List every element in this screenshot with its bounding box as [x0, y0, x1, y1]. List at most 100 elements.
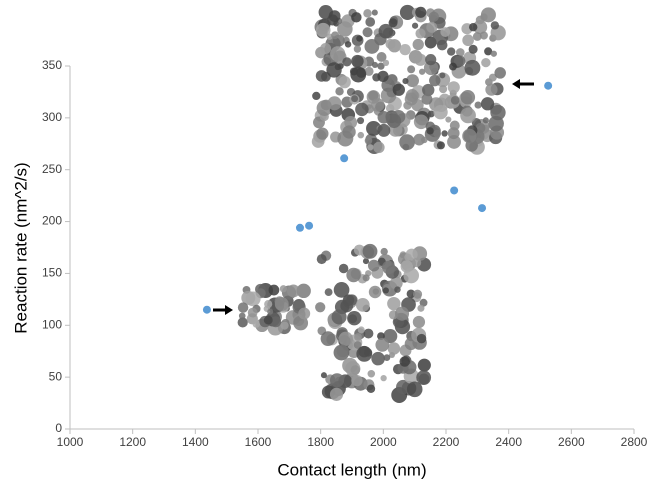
particle: [490, 21, 500, 30]
particle: [400, 260, 414, 273]
particle: [356, 35, 363, 42]
particle: [351, 12, 362, 23]
particle: [460, 107, 476, 124]
particle: [450, 95, 460, 105]
particle: [399, 356, 410, 367]
particle: [414, 53, 427, 66]
particle: [439, 85, 448, 94]
particle: [274, 296, 285, 307]
x-tick-label: 2400: [495, 435, 522, 449]
particle: [484, 47, 493, 56]
x-tick-label: 1400: [182, 435, 209, 449]
particle: [485, 83, 498, 96]
particle: [377, 110, 391, 124]
particle: [331, 31, 340, 40]
particle: [441, 130, 448, 137]
particle: [404, 92, 418, 106]
particle: [373, 141, 385, 154]
micrograph-insets: [237, 4, 506, 403]
particle: [362, 274, 370, 282]
particle: [367, 259, 380, 272]
particle: [331, 309, 347, 325]
particle: [445, 116, 452, 123]
arrow-head: [225, 305, 233, 315]
particle: [270, 316, 282, 328]
particle: [377, 123, 391, 137]
particle: [422, 83, 435, 97]
particle: [380, 247, 388, 256]
x-tick-label: 1000: [57, 435, 84, 449]
particle: [362, 243, 378, 259]
particle: [436, 141, 445, 150]
particle: [245, 291, 261, 307]
particle: [404, 253, 412, 261]
particle: [399, 4, 416, 20]
particle: [353, 244, 365, 256]
y-axis-title: Reaction rate (nm^2/s): [11, 162, 30, 333]
particle: [439, 72, 446, 79]
y-tick-label: 150: [42, 266, 62, 280]
particle: [433, 129, 442, 138]
x-tick-label: 1200: [119, 435, 146, 449]
particle: [364, 136, 373, 145]
particle: [329, 387, 344, 401]
point: [305, 221, 314, 230]
particle: [364, 39, 380, 54]
particle: [335, 87, 344, 96]
particle: [426, 21, 438, 33]
y-tick-label: 250: [42, 162, 62, 176]
particle: [460, 90, 476, 105]
particle: [416, 333, 427, 344]
particle: [462, 128, 477, 144]
particle: [402, 78, 409, 85]
particle: [449, 62, 457, 71]
particle: [327, 96, 342, 111]
particle: [447, 127, 460, 140]
particle: [362, 258, 370, 265]
y-tick-label: 200: [42, 214, 62, 228]
y-tick-label: 350: [42, 58, 62, 72]
particle: [345, 361, 361, 377]
particle: [355, 102, 369, 117]
particle: [426, 127, 434, 135]
particle: [469, 22, 478, 32]
particle: [316, 254, 327, 265]
particle: [440, 27, 451, 37]
particle: [326, 62, 342, 78]
y-tick-label: 50: [49, 369, 63, 383]
particle: [353, 341, 362, 349]
particle: [395, 306, 410, 321]
particle: [473, 20, 488, 35]
particle: [419, 298, 428, 307]
x-tick-label: 2200: [433, 435, 460, 449]
particle: [488, 115, 504, 132]
particle: [415, 28, 426, 39]
particle: [364, 66, 374, 76]
particle: [417, 304, 425, 312]
particle: [333, 282, 350, 298]
particle: [238, 312, 246, 320]
arrow: [213, 79, 534, 315]
particle: [481, 57, 491, 68]
particle: [411, 22, 419, 29]
particle: [351, 374, 363, 387]
particle: [447, 47, 456, 56]
particle: [237, 302, 249, 313]
particle: [427, 110, 435, 118]
particle: [388, 18, 398, 28]
particle: [411, 257, 422, 268]
particle: [385, 38, 396, 49]
particle: [247, 307, 258, 318]
particle: [367, 144, 374, 151]
particle: [328, 10, 341, 22]
particle: [416, 370, 432, 386]
particle: [412, 38, 424, 51]
particle: [468, 44, 478, 54]
particle: [237, 317, 248, 328]
particle: [366, 384, 376, 393]
particle: [353, 45, 362, 53]
particle: [329, 373, 345, 388]
x-axis-title: Contact length (nm): [277, 460, 426, 479]
particle: [490, 50, 497, 57]
particle: [367, 369, 376, 378]
